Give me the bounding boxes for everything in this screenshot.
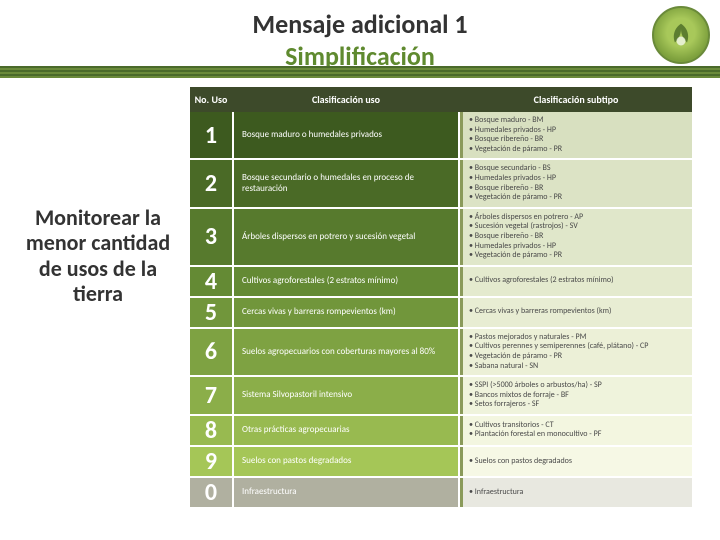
classification-table: No. Uso Clasificación uso Clasificación … — [190, 85, 720, 535]
row-number: 2 — [190, 160, 232, 206]
leaf-icon — [666, 20, 696, 50]
row-uso: Suelos con pastos degradados — [232, 447, 460, 476]
row-uso: Cultivos agroforestales (2 estratos míni… — [232, 267, 460, 296]
row-uso: Bosque maduro o humedales privados — [232, 112, 460, 158]
subtipo-item: • Setos forrajeros - SF — [469, 400, 686, 410]
table-row: 3Árboles dispersos en potrero y sucesión… — [190, 209, 692, 267]
table-row: 7Sistema Silvopastoril intensivo• SSPI (… — [190, 377, 692, 416]
subtipo-item: • Suelos con pastos degradados — [469, 457, 686, 467]
row-subtipo: • Árboles dispersos en potrero - AP• Suc… — [460, 209, 692, 265]
row-uso: Otras prácticas agropecuarias — [232, 416, 460, 445]
row-number: 1 — [190, 112, 232, 158]
row-subtipo: • Infraestructura — [460, 478, 692, 507]
header-sub: Clasificación subtipo — [460, 87, 692, 112]
sidebar-text: Monitorear la menor cantidad de usos de … — [24, 205, 172, 306]
subtipo-item: • Plantación forestal en monocultivo - P… — [469, 430, 686, 440]
header-uso: Clasificación uso — [232, 87, 460, 112]
row-subtipo: • Cultivos transitorios - CT• Plantación… — [460, 416, 692, 445]
row-uso: Bosque secundario o humedales en proceso… — [232, 160, 460, 206]
row-uso: Sistema Silvopastoril intensivo — [232, 377, 460, 414]
table-row: 4Cultivos agroforestales (2 estratos mín… — [190, 267, 692, 298]
table-row: 5Cercas vivas y barreras rompevientos (k… — [190, 298, 692, 329]
content-area: Monitorear la menor cantidad de usos de … — [0, 85, 720, 535]
row-number: 5 — [190, 298, 232, 327]
subtipo-item: • Vegetación de páramo - PR — [469, 193, 686, 203]
sidebar: Monitorear la menor cantidad de usos de … — [0, 85, 190, 535]
subtipo-item: • Cercas vivas y barreras rompevientos (… — [469, 307, 686, 317]
subtipo-item: • Cultivos agroforestales (2 estratos mí… — [469, 276, 686, 286]
header-stripe — [0, 66, 720, 78]
table-row: 9Suelos con pastos degradados • Suelos co… — [190, 447, 692, 478]
row-number: 7 — [190, 377, 232, 414]
table-header-row: No. Uso Clasificación uso Clasificación … — [190, 87, 692, 112]
row-subtipo: • Suelos con pastos degradados — [460, 447, 692, 476]
table-body: 1Bosque maduro o humedales privados• Bos… — [190, 112, 692, 509]
table-row: 0Infraestructura • Infraestructura — [190, 478, 692, 509]
row-number: 4 — [190, 267, 232, 296]
slide-header: Mensaje adicional 1 Simplificación — [0, 0, 720, 78]
row-subtipo: • Cercas vivas y barreras rompevientos (… — [460, 298, 692, 327]
title-line-1: Mensaje adicional 1 — [0, 8, 720, 40]
row-subtipo: • Bosque secundario - BS• Humedales priv… — [460, 160, 692, 206]
row-number: 8 — [190, 416, 232, 445]
subtipo-item: • Vegetación de páramo - PR — [469, 145, 686, 155]
row-number: 9 — [190, 447, 232, 476]
row-uso: Árboles dispersos en potrero y sucesión … — [232, 209, 460, 265]
subtipo-item: • Infraestructura — [469, 488, 686, 498]
table-row: 1Bosque maduro o humedales privados• Bos… — [190, 112, 692, 160]
header-num: No. Uso — [190, 87, 232, 112]
subtipo-item: • Vegetación de páramo - PR — [469, 251, 686, 261]
row-subtipo: • Cultivos agroforestales (2 estratos mí… — [460, 267, 692, 296]
row-uso: Suelos agropecuarios con coberturas mayo… — [232, 329, 460, 375]
row-uso: Infraestructura — [232, 478, 460, 507]
row-number: 6 — [190, 329, 232, 375]
table-row: 2Bosque secundario o humedales en proces… — [190, 160, 692, 208]
table-row: 6Suelos agropecuarios con coberturas may… — [190, 329, 692, 377]
subtipo-item: • Sabana natural - SN — [469, 362, 686, 372]
row-uso: Cercas vivas y barreras rompevientos (km… — [232, 298, 460, 327]
brand-logo — [652, 6, 710, 64]
row-number: 0 — [190, 478, 232, 507]
table-row: 8Otras prácticas agropecuarias• Cultivos… — [190, 416, 692, 447]
row-subtipo: • SSPI (>5000 árboles o arbustos/ha) - S… — [460, 377, 692, 414]
row-subtipo: • Bosque maduro - BM• Humedales privados… — [460, 112, 692, 158]
row-subtipo: • Pastos mejorados y naturales - PM• Cul… — [460, 329, 692, 375]
row-number: 3 — [190, 209, 232, 265]
